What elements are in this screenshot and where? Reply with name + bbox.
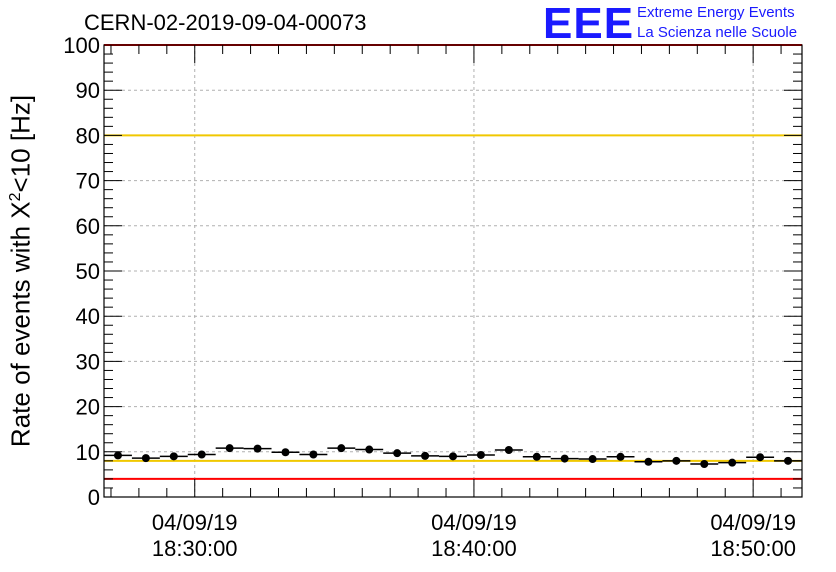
- y-tick-label: 90: [76, 78, 100, 103]
- data-point: [644, 457, 653, 466]
- y-tick-label: 80: [76, 123, 100, 148]
- data-point: [784, 456, 793, 465]
- y-tick-label: 30: [76, 349, 100, 374]
- data-point: [476, 450, 485, 459]
- x-tick-label-date: 04/09/19: [431, 510, 517, 535]
- y-tick-label: 10: [76, 440, 100, 465]
- logo-line-1: Extreme Energy Events: [637, 4, 795, 21]
- chart-title: CERN-02-2019-09-04-00073: [84, 10, 367, 35]
- y-tick-label: 70: [76, 169, 100, 194]
- data-point: [616, 452, 625, 461]
- data-point: [337, 444, 346, 453]
- y-tick-label: 50: [76, 259, 100, 284]
- data-point: [532, 452, 541, 461]
- y-tick-label: 40: [76, 304, 100, 329]
- y-tick-label: 60: [76, 214, 100, 239]
- data-point: [169, 452, 178, 461]
- data-point: [393, 449, 402, 458]
- data-point: [672, 456, 681, 465]
- data-point: [197, 450, 206, 459]
- data-point: [141, 454, 150, 463]
- data-points: [104, 444, 802, 469]
- axis-ticks: [104, 44, 802, 498]
- data-point: [421, 451, 430, 460]
- eee-logo: EEE: [543, 0, 635, 48]
- grid: [104, 45, 802, 497]
- x-tick-label-date: 04/09/19: [710, 510, 796, 535]
- data-point: [728, 458, 737, 467]
- logo-line-2: La Scienza nelle Scuole: [637, 24, 798, 41]
- x-tick-label-date: 04/09/19: [152, 510, 238, 535]
- data-point: [113, 451, 122, 460]
- data-point: [281, 448, 290, 457]
- reference-lines: [104, 44, 802, 480]
- data-point: [504, 445, 513, 454]
- data-point: [756, 453, 765, 462]
- data-point: [253, 444, 262, 453]
- x-tick-label-time: 18:40:00: [431, 536, 517, 561]
- data-point: [365, 445, 374, 454]
- data-point: [700, 460, 709, 469]
- data-point: [588, 455, 597, 464]
- x-tick-label-time: 18:50:00: [710, 536, 796, 561]
- y-tick-label: 0: [88, 485, 100, 510]
- tick-labels: 010203040506070809010004/09/1918:30:0004…: [63, 33, 796, 561]
- y-tick-label: 100: [63, 33, 100, 58]
- y-tick-label: 20: [76, 395, 100, 420]
- data-point: [449, 452, 457, 461]
- data-point: [560, 454, 569, 463]
- x-tick-label-time: 18:30:00: [152, 536, 238, 561]
- data-point: [225, 444, 234, 453]
- data-point: [309, 450, 318, 459]
